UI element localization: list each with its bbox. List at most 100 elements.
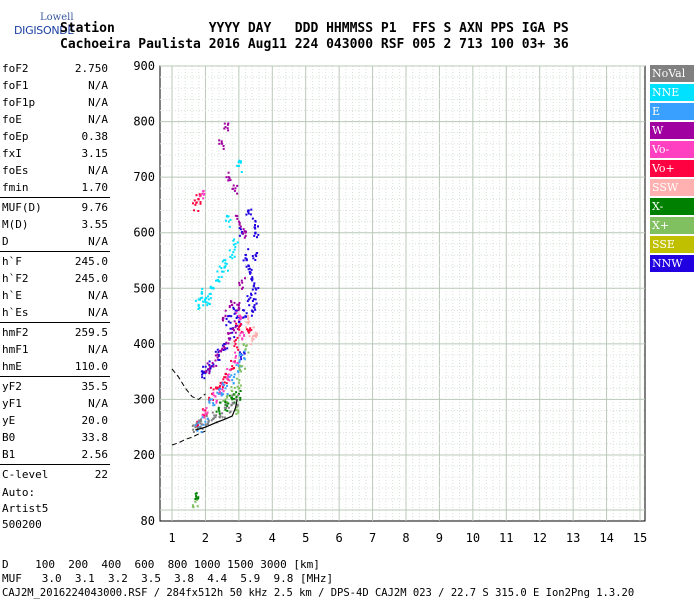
trace-point-w bbox=[234, 187, 237, 190]
trace-point-x+ bbox=[222, 399, 225, 402]
trace-point-w bbox=[223, 345, 226, 348]
trace-point-nnw bbox=[245, 265, 248, 268]
param-h-f2: h`F2 245.0 bbox=[2, 270, 108, 287]
trace-point-nnw bbox=[239, 351, 241, 354]
trace-point-ssw bbox=[254, 331, 257, 334]
model-dashed-lower bbox=[171, 430, 206, 446]
trace-point-ssw bbox=[245, 321, 248, 324]
trace-point-vo- bbox=[226, 368, 229, 370]
header-row-labels: Station YYYY DAY DDD HHMMSS P1 FFS S AXN… bbox=[60, 21, 569, 36]
trace-point-w bbox=[222, 319, 224, 322]
trace-point-nne bbox=[208, 303, 211, 306]
param-key: fmin bbox=[2, 181, 29, 194]
trace-point-x+ bbox=[230, 386, 233, 389]
param-key: D bbox=[2, 235, 9, 248]
param-h-e: h`E N/A bbox=[2, 287, 108, 304]
x-tick-label: 13 bbox=[566, 531, 580, 545]
param-separator bbox=[0, 251, 110, 252]
trace-point-w bbox=[236, 328, 239, 331]
trace-point-nnw bbox=[252, 298, 255, 301]
trace-point-w bbox=[236, 215, 239, 218]
trace-point-nnw bbox=[250, 292, 252, 295]
trace-point-nnw bbox=[249, 272, 252, 275]
trace-point-e bbox=[194, 424, 197, 426]
trace-point-w bbox=[211, 361, 214, 364]
trace-point-w bbox=[227, 171, 230, 174]
trace-point-nne bbox=[209, 286, 212, 289]
param-b0: B0 33.8 bbox=[2, 429, 108, 446]
trace-point-w bbox=[236, 303, 239, 306]
trace-point-nnw bbox=[202, 371, 205, 374]
trace-point-vo- bbox=[205, 407, 208, 410]
trace-point-nne bbox=[197, 298, 200, 301]
trace-point-vo+ bbox=[219, 382, 222, 384]
trace-point-x+ bbox=[234, 409, 237, 412]
trace-point-vo+ bbox=[237, 348, 240, 351]
trace-point-vo+ bbox=[239, 323, 242, 326]
trace-point-w bbox=[225, 341, 228, 344]
trace-point-nnw bbox=[228, 314, 231, 317]
trace-point-nnw bbox=[232, 306, 235, 309]
trace-point-nnw bbox=[233, 312, 236, 315]
trace-point-w bbox=[206, 362, 209, 365]
trace-point-nnw bbox=[255, 288, 258, 291]
trace-point-w bbox=[234, 326, 237, 329]
param-d: D N/A bbox=[2, 233, 108, 250]
trace-point-nne bbox=[215, 279, 217, 282]
trace-point-e bbox=[208, 400, 211, 403]
trace-point-noval bbox=[192, 428, 195, 431]
trace-point-e bbox=[243, 358, 246, 361]
trace-point-w bbox=[230, 303, 233, 306]
trace-point-nnw bbox=[254, 227, 257, 230]
trace-point-x- bbox=[235, 395, 238, 398]
trace-point-nnw bbox=[242, 259, 245, 262]
trace-point-nne bbox=[236, 164, 239, 167]
trace-point-nnw bbox=[254, 259, 257, 261]
trace-point-nnw bbox=[251, 279, 254, 282]
trace-point-e bbox=[233, 373, 236, 376]
trace-point-nne bbox=[209, 292, 212, 295]
trace-point-nne bbox=[202, 300, 204, 303]
trace-point-e bbox=[237, 371, 240, 374]
trace-point-noval bbox=[228, 411, 231, 414]
trace-point-w bbox=[228, 305, 231, 307]
trace-point-vo- bbox=[202, 197, 205, 200]
trace-point-vo- bbox=[234, 361, 236, 364]
trace-point-x+ bbox=[241, 365, 244, 368]
trace-point-nnw bbox=[256, 236, 258, 239]
trace-point-x+ bbox=[196, 498, 198, 501]
x-tick-label: 3 bbox=[235, 531, 242, 545]
trace-point-w bbox=[233, 189, 236, 192]
trace-point-nne bbox=[229, 218, 232, 221]
trace-point-noval bbox=[210, 419, 213, 422]
trace-point-x+ bbox=[192, 504, 194, 507]
trace-point-nnw bbox=[235, 317, 238, 319]
param-value: 245.0 bbox=[74, 272, 108, 285]
trace-point-nne bbox=[233, 255, 236, 258]
trace-point-nne bbox=[227, 269, 229, 272]
trace-point-nnw bbox=[209, 367, 212, 370]
trace-point-nnw bbox=[225, 324, 228, 327]
trace-point-vo+ bbox=[225, 382, 228, 385]
trace-point-ssw bbox=[247, 318, 250, 321]
trace-point-vo+ bbox=[233, 367, 235, 369]
param-fof1: foF1 N/A bbox=[2, 77, 108, 94]
trace-point-w bbox=[227, 342, 230, 345]
trace-point-x- bbox=[227, 402, 230, 405]
trace-point-nnw bbox=[250, 314, 253, 317]
param-key: C-level bbox=[2, 468, 49, 481]
x-tick-label: 1 bbox=[168, 531, 175, 545]
trace-point-vo+ bbox=[230, 368, 233, 371]
trace-point-nnw bbox=[251, 310, 254, 313]
trace-point-nne bbox=[204, 300, 207, 303]
autoscaler-version: 500200 bbox=[2, 518, 42, 531]
trace-point-e bbox=[196, 429, 199, 432]
trace-point-nne bbox=[197, 304, 200, 306]
trace-point-nnw bbox=[234, 309, 237, 312]
x-tick-label: 10 bbox=[466, 531, 480, 545]
param-key: yF1 bbox=[2, 397, 22, 410]
trace-point-x+ bbox=[244, 348, 247, 351]
trace-point-nne bbox=[231, 253, 234, 256]
trace-point-x+ bbox=[226, 396, 229, 399]
